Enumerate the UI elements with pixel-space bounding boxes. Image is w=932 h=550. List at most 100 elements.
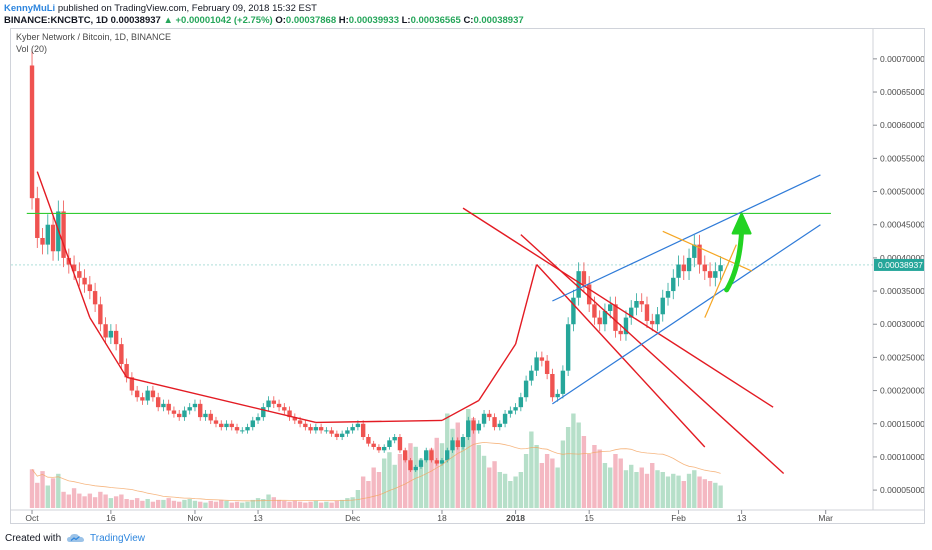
time-tick-label: 13 — [253, 513, 263, 523]
candle-body — [329, 430, 334, 434]
candle-body — [82, 277, 87, 285]
candle-body — [287, 410, 292, 418]
time-tick-label: Feb — [671, 513, 686, 523]
volume-bar — [276, 499, 282, 508]
candle-body — [429, 450, 434, 461]
volume-bar — [629, 464, 634, 508]
green-arrow-head — [731, 212, 752, 235]
low-label: L: — [401, 15, 411, 26]
red-trendline — [514, 264, 538, 345]
candle-body — [240, 430, 245, 432]
candle-body — [113, 330, 119, 345]
high-value: 0.00039933 — [348, 15, 399, 26]
volume-bar — [439, 443, 445, 508]
candle-body — [224, 423, 229, 428]
candle-body — [255, 417, 261, 421]
volume-bar — [692, 470, 697, 508]
candle-body — [40, 237, 45, 245]
price-tick-label: 0.00015000 — [880, 419, 924, 429]
candle-body — [481, 413, 487, 424]
symbol-price: BINANCE:KNCBTC, 1D 0.00038937 — [4, 15, 161, 26]
candle-body — [555, 393, 560, 398]
chart-legend-title: Kyber Network / Bitcoin, 1D, BINANCE — [16, 32, 172, 42]
volume-bar — [145, 499, 150, 508]
volume-bar — [434, 437, 439, 508]
volume-bar — [297, 501, 303, 508]
candle-body — [713, 271, 718, 278]
price-change: +0.00001042 (+2.75%) — [175, 15, 273, 26]
tradingview-brand[interactable]: TradingView — [90, 533, 146, 544]
candle-body — [187, 407, 192, 411]
open-label: O: — [275, 15, 286, 26]
candle-body — [544, 360, 550, 374]
red-trendline — [462, 207, 774, 408]
candle-body — [98, 304, 103, 325]
volume-bar — [208, 500, 213, 508]
volume-bar — [282, 500, 287, 508]
price-chart[interactable]: 0.00005000 0.00010000 0.00015000 0.00020000… — [11, 29, 924, 523]
volume-bar — [544, 454, 550, 508]
volume-bar — [61, 491, 66, 508]
time-tick-label: 13 — [737, 513, 747, 523]
candle-body — [565, 324, 571, 371]
candle-body — [366, 437, 371, 444]
candle-body — [234, 427, 240, 431]
candle-body — [550, 373, 555, 398]
volume-bar — [45, 485, 50, 508]
volume-bar — [665, 476, 671, 508]
candle-body — [497, 423, 503, 428]
candle-body — [108, 330, 114, 338]
volume-bar — [702, 479, 708, 508]
candle-body — [487, 413, 492, 418]
volume-bar — [129, 499, 135, 508]
candle-body — [171, 410, 177, 414]
volume-bar — [481, 455, 487, 508]
volume-bar — [308, 501, 313, 508]
candle-body — [403, 450, 408, 461]
blue-channel-line — [552, 174, 821, 302]
candle-body — [155, 397, 161, 408]
volume-bar — [513, 476, 518, 508]
volume-bar — [571, 413, 576, 508]
volume-bar — [334, 500, 340, 508]
last-price-tag — [874, 258, 924, 271]
tradingview-logo-icon — [67, 533, 85, 542]
volume-bar — [176, 501, 182, 508]
volume-bar — [329, 502, 334, 508]
time-tick-label: 2018 — [506, 513, 525, 523]
candle-body — [513, 407, 518, 411]
volume-bar — [460, 440, 466, 508]
candle-body — [376, 446, 382, 451]
candle-body — [471, 420, 476, 431]
candle-body — [192, 403, 198, 408]
volume-bar — [313, 500, 319, 508]
candle-body — [261, 407, 266, 418]
chart-area[interactable]: 0.00005000 0.00010000 0.00015000 0.00020000… — [10, 28, 925, 524]
candle-body — [692, 244, 697, 258]
candle-body — [119, 344, 124, 365]
candle-body — [607, 304, 613, 311]
volume-bar — [655, 470, 660, 508]
volume-bar — [171, 500, 177, 508]
volume-bar — [182, 499, 187, 508]
candle-body — [198, 403, 203, 418]
price-tick-label: 0.00045000 — [880, 220, 924, 230]
candle-body — [250, 420, 255, 428]
volume-bar — [150, 501, 156, 508]
volume-bar — [581, 436, 587, 508]
price-tick-label: 0.00020000 — [880, 386, 924, 396]
volume-bar — [324, 501, 329, 508]
author-link[interactable]: KennyMuLi — [4, 3, 56, 14]
candle-body — [665, 291, 671, 298]
volume-bar — [345, 498, 350, 508]
time-tick-label: 15 — [584, 513, 594, 523]
volume-bar — [497, 472, 503, 508]
volume-bar — [219, 499, 224, 508]
candle-body — [655, 314, 660, 325]
volume-bar — [140, 500, 145, 508]
volume-bar — [134, 498, 140, 508]
candle-body — [718, 265, 723, 272]
red-trendline — [536, 264, 706, 448]
volume-legend: Vol (20) — [16, 44, 48, 54]
volume-bar — [245, 501, 250, 508]
